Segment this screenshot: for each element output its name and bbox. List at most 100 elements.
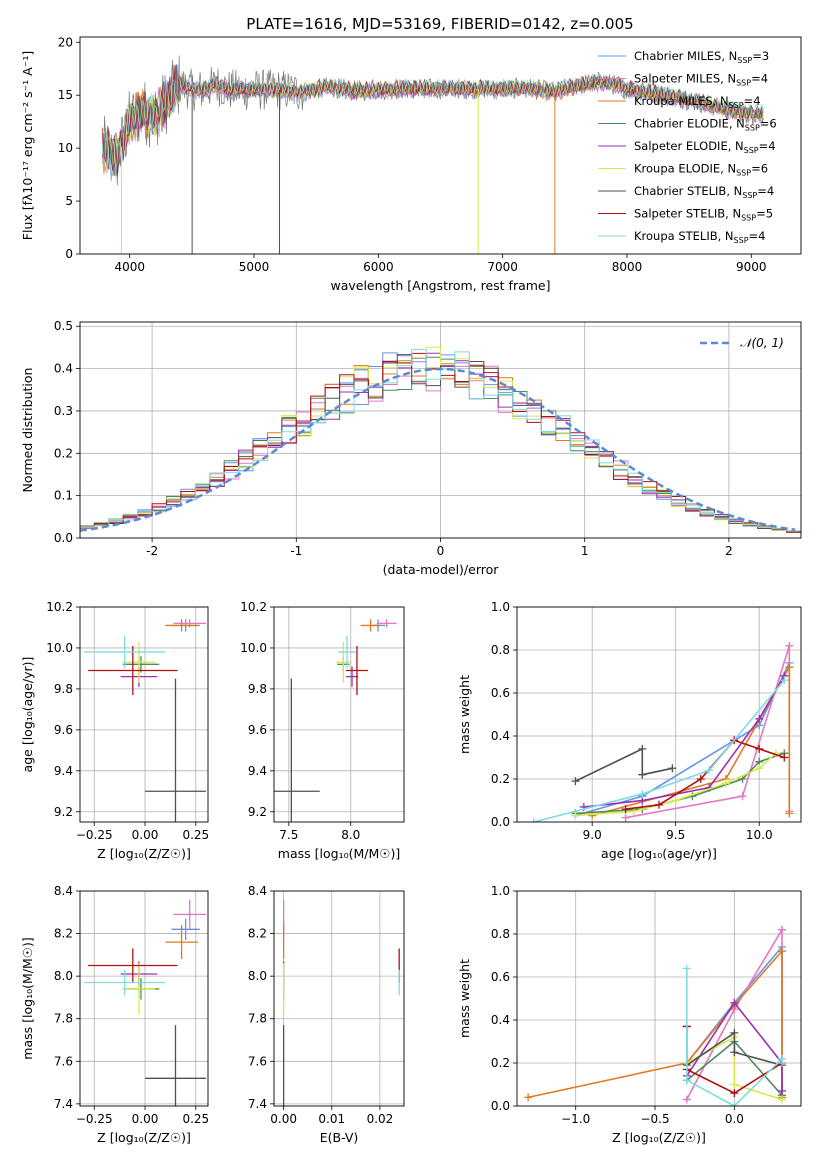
legend-nssp-sub: SSP bbox=[729, 101, 744, 110]
y-tick-label: 0.2 bbox=[54, 446, 73, 460]
histogram-kroupa-stelib bbox=[80, 348, 801, 532]
series-marker bbox=[738, 792, 747, 801]
y-tick-label: 15 bbox=[58, 88, 73, 102]
legend-nssp-value: 6 bbox=[769, 117, 776, 131]
series-marker bbox=[571, 777, 580, 786]
normal-reference-curve bbox=[80, 367, 796, 532]
y-tick-label: 10.2 bbox=[240, 600, 267, 614]
y-tick-label: 10.0 bbox=[240, 641, 267, 655]
legend-label: Salpeter STELIB, NSSP=5 bbox=[634, 207, 773, 223]
x-tick-label: 7000 bbox=[487, 260, 518, 274]
legend-nssp-value: 4 bbox=[758, 229, 765, 243]
series-marker bbox=[655, 800, 663, 809]
y-tick-label: 9.2 bbox=[54, 805, 73, 819]
series-marker bbox=[785, 809, 794, 818]
x-axis-label: Z [log₁₀(Z/Z☉)] bbox=[612, 1130, 706, 1145]
x-tick-label: 0.25 bbox=[182, 1112, 209, 1126]
plot-area bbox=[274, 607, 404, 822]
plot-area bbox=[517, 891, 801, 1106]
series-marker bbox=[638, 744, 647, 753]
x-tick-label: 0.02 bbox=[367, 1112, 394, 1126]
x-tick-label: 10.0 bbox=[746, 828, 773, 842]
axes-frame bbox=[273, 606, 405, 823]
plot-area bbox=[80, 322, 801, 538]
x-tick-label: 9.5 bbox=[666, 828, 685, 842]
y-axis-label: age [log₁₀(age/yr)] bbox=[20, 657, 35, 773]
x-tick-label: 0 bbox=[437, 544, 445, 558]
y-tick-label: 20 bbox=[58, 35, 73, 49]
legend-model-name: Salpeter MILES bbox=[634, 72, 720, 86]
series-marker bbox=[777, 1095, 786, 1104]
legend-nssp-sub: SSP bbox=[736, 169, 751, 178]
legend-nssp-eq: = bbox=[760, 117, 770, 131]
legend-nssp-prefix: , N bbox=[729, 117, 745, 131]
series-marker bbox=[755, 764, 764, 773]
series-marker bbox=[638, 790, 647, 799]
legend-nssp-prefix: , N bbox=[728, 139, 744, 153]
x-tick-label: -1 bbox=[290, 544, 302, 558]
plot-area bbox=[274, 891, 404, 1106]
y-tick-label: 0.2 bbox=[491, 1056, 510, 1070]
y-tick-label: 0.4 bbox=[491, 1013, 510, 1027]
series-marker bbox=[524, 1093, 533, 1102]
plot-area bbox=[101, 55, 764, 254]
y-tick-label: 0.1 bbox=[54, 489, 73, 503]
x-tick-label: 0.00 bbox=[132, 1112, 159, 1126]
legend-nssp-sub: SSP bbox=[734, 236, 749, 245]
axes-frame bbox=[79, 321, 802, 539]
y-tick-label: 9.4 bbox=[248, 764, 267, 778]
y-tick-label: 8.2 bbox=[248, 927, 267, 941]
x-tick-label: −0.5 bbox=[640, 1112, 669, 1126]
y-tick-label: 9.8 bbox=[54, 682, 73, 696]
y-tick-label: 10 bbox=[58, 141, 73, 155]
legend-model-name: Chabrier MILES bbox=[634, 49, 721, 63]
series-marker bbox=[621, 805, 630, 814]
x-axis-label: (data-model)/error bbox=[383, 562, 500, 577]
legend-nssp-sub: SSP bbox=[736, 79, 751, 88]
y-tick-label: 0.4 bbox=[54, 362, 73, 376]
legend-nssp-prefix: , N bbox=[720, 72, 736, 86]
legend-model-name: Salpeter ELODIE bbox=[634, 139, 728, 153]
legend-nssp-sub: SSP bbox=[741, 214, 756, 223]
y-tick-label: 5 bbox=[65, 194, 73, 208]
x-tick-label: −0.25 bbox=[76, 828, 113, 842]
legend-label: Kroupa ELODIE, NSSP=6 bbox=[634, 162, 768, 178]
y-axis-label: mass weight bbox=[457, 959, 472, 1038]
legend-nssp-value: 3 bbox=[762, 49, 769, 63]
y-tick-label: 0.0 bbox=[491, 1099, 510, 1113]
legend-model-name: Salpeter STELIB bbox=[634, 207, 725, 221]
x-tick-label: 9.0 bbox=[583, 828, 602, 842]
series-marker bbox=[780, 676, 789, 685]
legend-model-name: Chabrier STELIB bbox=[634, 184, 726, 198]
chart-age-vs-Z: −0.25 0.00 0.25 9.2 9.4 9.6 9.8 10.0 10.2 Z [log₁… bbox=[20, 600, 209, 861]
x-tick-label: 6000 bbox=[363, 260, 394, 274]
series-marker bbox=[682, 1076, 691, 1085]
series-marker bbox=[671, 796, 680, 805]
chart-mass-vs-Z: −0.25 0.00 0.25 7.4 7.6 7.8 8.0 8.2 8.4 Z [log₁₀(… bbox=[20, 884, 209, 1145]
x-axis-label: Z [log₁₀(Z/Z☉)] bbox=[97, 846, 191, 861]
axes-frame bbox=[273, 890, 405, 1107]
y-tick-label: 8.0 bbox=[54, 969, 73, 983]
series-marker bbox=[785, 641, 794, 650]
chart-spectrum: 4000 5000 6000 7000 8000 9000 0 5 10 15 20 waveleng… bbox=[20, 35, 802, 293]
legend-nssp-value: 5 bbox=[766, 207, 773, 221]
axes: 7.5 8.0 9.2 9.4 9.6 9.8 10.0 10.2 mass [log₁₀(M/… bbox=[240, 600, 400, 861]
y-tick-label: 0.0 bbox=[491, 815, 510, 829]
x-axis-label: age [log₁₀(age/yr)] bbox=[601, 846, 717, 861]
y-tick-label: 7.6 bbox=[54, 1054, 73, 1068]
legend-nssp-sub: SSP bbox=[745, 124, 760, 133]
histogram-chabrier-stelib bbox=[80, 354, 801, 533]
y-tick-label: 0.6 bbox=[491, 970, 510, 984]
legend-label: Kroupa MILES, NSSP=4 bbox=[634, 94, 761, 110]
legend-label: Chabrier ELODIE, NSSP=6 bbox=[634, 117, 777, 133]
series-marker bbox=[755, 744, 764, 753]
x-tick-label: 0.00 bbox=[270, 1112, 297, 1126]
legend-nssp-value: 4 bbox=[761, 72, 768, 86]
y-tick-label: 1.0 bbox=[491, 884, 510, 898]
y-tick-label: 0.5 bbox=[54, 319, 73, 333]
y-axis-label: Normed distribution bbox=[20, 368, 35, 493]
legend-nssp-sub: SSP bbox=[737, 56, 752, 65]
series-marker bbox=[682, 1095, 691, 1104]
